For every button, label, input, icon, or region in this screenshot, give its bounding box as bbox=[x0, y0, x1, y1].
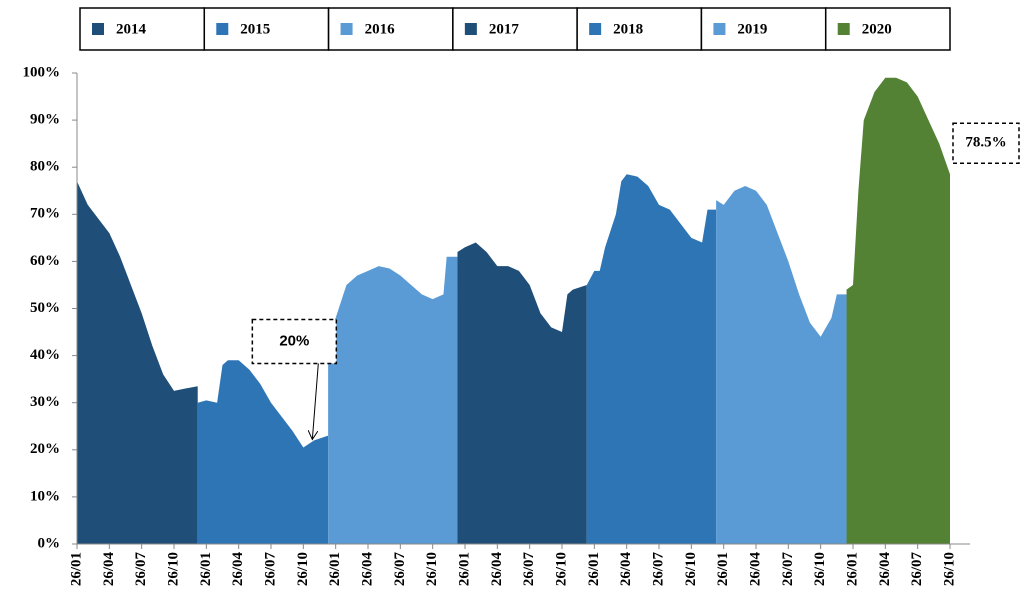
legend-swatch bbox=[340, 23, 353, 35]
area bbox=[586, 174, 717, 544]
x-tick-label: 26/07 bbox=[909, 552, 925, 587]
x-tick-label: 26/04 bbox=[877, 552, 893, 587]
x-tick-label: 26/01 bbox=[68, 552, 84, 586]
area bbox=[197, 360, 329, 544]
x-tick-label: 26/07 bbox=[521, 552, 537, 587]
legend-label: 2020 bbox=[862, 21, 892, 37]
legend-swatch bbox=[713, 23, 726, 35]
y-tick-label: 40% bbox=[30, 347, 60, 363]
area bbox=[846, 77, 950, 545]
x-tick-label: 26/04 bbox=[618, 552, 634, 587]
annotation: 20% bbox=[279, 332, 309, 349]
x-tick-label: 26/10 bbox=[812, 552, 828, 586]
legend-label: 2019 bbox=[737, 21, 767, 37]
x-tick-label: 26/01 bbox=[715, 552, 731, 586]
x-tick-label: 26/07 bbox=[650, 552, 666, 587]
y-tick-label: 80% bbox=[30, 159, 60, 175]
x-tick-label: 26/01 bbox=[586, 552, 602, 586]
y-tick-label: 100% bbox=[23, 64, 61, 80]
x-tick-label: 26/04 bbox=[359, 552, 375, 587]
y-tick-label: 10% bbox=[30, 488, 60, 504]
area bbox=[716, 186, 847, 545]
y-tick-label: 30% bbox=[30, 394, 60, 410]
legend-swatch bbox=[464, 23, 477, 35]
legend-box bbox=[79, 7, 206, 51]
y-tick-label: 50% bbox=[30, 300, 60, 316]
y-tick-label: 60% bbox=[30, 253, 60, 269]
x-tick-label: 26/04 bbox=[489, 552, 505, 587]
legend-swatch bbox=[92, 23, 104, 35]
x-tick-label: 26/04 bbox=[747, 552, 763, 587]
x-tick-label: 26/04 bbox=[230, 552, 246, 587]
x-tick-label: 26/10 bbox=[295, 552, 311, 586]
area bbox=[457, 242, 587, 544]
legend-label: 2018 bbox=[613, 21, 643, 37]
annotation-box bbox=[952, 122, 1020, 165]
x-tick-label: 26/07 bbox=[133, 552, 149, 587]
area bbox=[328, 256, 458, 544]
legend-swatch bbox=[216, 23, 229, 35]
x-tick-label: 26/07 bbox=[392, 552, 408, 587]
annotation-box bbox=[251, 318, 338, 365]
x-tick-label: 26/04 bbox=[101, 552, 117, 587]
y-tick-label: 90% bbox=[30, 112, 60, 128]
x-tick-label: 26/01 bbox=[844, 552, 860, 586]
legend-label: 2016 bbox=[365, 21, 396, 37]
legend-box bbox=[824, 7, 951, 51]
x-tick-label: 26/10 bbox=[941, 552, 957, 586]
legend-label: 2014 bbox=[116, 21, 147, 37]
x-tick-label: 26/07 bbox=[262, 552, 278, 587]
y-tick-label: 20% bbox=[30, 441, 60, 457]
x-tick-label: 26/01 bbox=[456, 552, 472, 586]
annotation-arrow bbox=[312, 363, 319, 439]
x-tick-label: 26/01 bbox=[327, 552, 343, 586]
x-tick-label: 26/10 bbox=[424, 552, 440, 586]
x-tick-label: 26/01 bbox=[198, 552, 214, 586]
x-tick-label: 26/10 bbox=[165, 552, 181, 586]
legend-swatch bbox=[837, 23, 850, 35]
legend-label: 2017 bbox=[489, 21, 520, 37]
x-tick-label: 26/07 bbox=[780, 552, 796, 587]
legend-label: 2015 bbox=[240, 21, 270, 37]
annotation: 78.5% bbox=[965, 135, 1006, 151]
area bbox=[77, 181, 198, 544]
y-tick-label: 0% bbox=[38, 535, 61, 551]
x-tick-label: 26/10 bbox=[683, 552, 699, 586]
x-tick-label: 26/10 bbox=[553, 552, 569, 586]
y-tick-label: 70% bbox=[30, 206, 60, 222]
legend-swatch bbox=[589, 23, 602, 35]
